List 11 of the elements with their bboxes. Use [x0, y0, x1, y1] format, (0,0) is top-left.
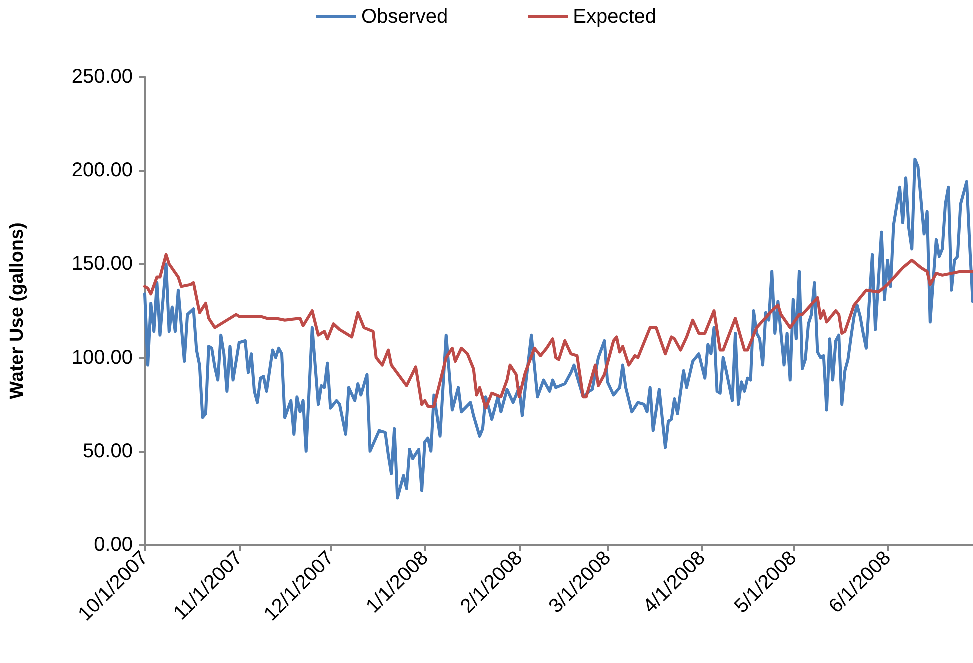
- y-tick-label: 100.00: [72, 346, 133, 369]
- legend-label: Expected: [573, 6, 657, 28]
- legend-label: Observed: [361, 6, 448, 28]
- line-series: [144, 253, 973, 410]
- y-tick-label: 50.00: [82, 440, 133, 462]
- y-tick-label: 0.00: [94, 534, 133, 556]
- line-series: [144, 158, 973, 500]
- y-tick-label: 200.00: [72, 160, 133, 182]
- y-tick-label: 150.00: [72, 253, 133, 276]
- y-tick-label: 250.00: [72, 66, 133, 88]
- y-axis-title: Water Use (gallons): [7, 222, 28, 400]
